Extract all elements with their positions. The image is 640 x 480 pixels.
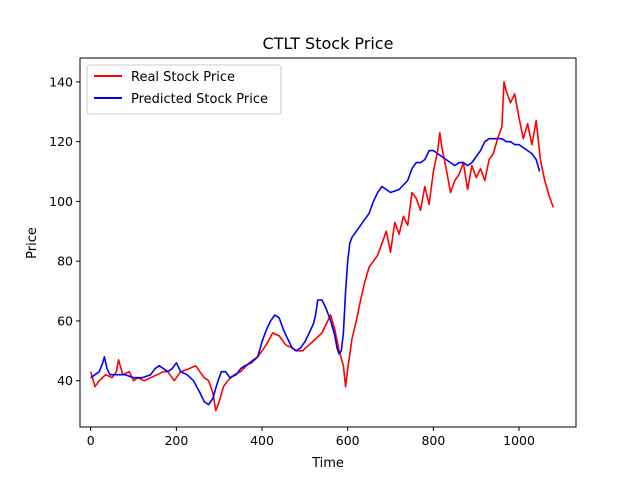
- y-tick-label: 80: [57, 254, 73, 269]
- chart-title: CTLT Stock Price: [263, 34, 394, 53]
- y-tick-label: 140: [49, 74, 73, 89]
- x-tick-label: 0: [87, 433, 95, 448]
- y-axis: 40 60 80 100 120 140: [49, 74, 80, 388]
- y-tick-label: 120: [49, 134, 73, 149]
- series-line-predicted: [90, 137, 541, 406]
- plot-frame: [79, 57, 577, 428]
- legend-label-real: Real Stock Price: [131, 70, 235, 85]
- y-tick-label: 60: [57, 313, 73, 328]
- x-tick-label: 1000: [503, 433, 535, 448]
- legend-label-predicted: Predicted Stock Price: [131, 92, 268, 107]
- y-axis-title: Price: [25, 227, 40, 259]
- legend: Real Stock Price Predicted Stock Price: [86, 64, 282, 115]
- series-line-real: [89, 81, 555, 412]
- series-layer: [89, 81, 555, 412]
- y-tick-label: 100: [49, 194, 73, 209]
- legend-box: [86, 64, 282, 115]
- x-tick-label: 400: [250, 433, 274, 448]
- x-tick-label: 200: [164, 433, 188, 448]
- y-tick-label: 40: [57, 373, 73, 388]
- x-axis: 0 200 400 600 800 1000: [87, 427, 535, 448]
- x-tick-label: 800: [421, 433, 445, 448]
- x-tick-label: 600: [336, 433, 360, 448]
- x-axis-title: Time: [311, 456, 344, 471]
